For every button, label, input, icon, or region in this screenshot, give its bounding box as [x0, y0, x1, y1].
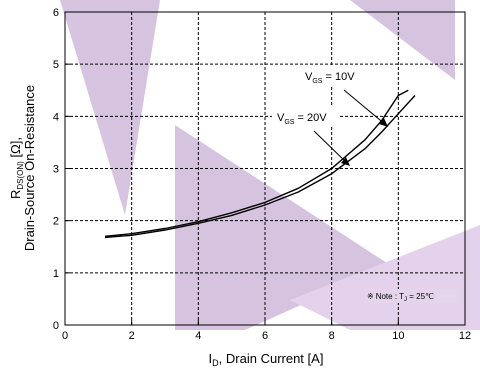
y-tick-label: 6 [53, 7, 59, 19]
y-tick-label: 5 [53, 59, 59, 71]
annotation-vgs-10v: VGS = 10V [300, 66, 388, 127]
x-tick-label: 10 [392, 330, 404, 342]
y-tick-label: 4 [53, 111, 59, 123]
annotation-arrow-20v [313, 130, 349, 165]
series-lines [104, 89, 416, 239]
y-tick-label: 1 [53, 268, 59, 280]
annotation-vgs-20v: VGS = 20V [272, 107, 350, 166]
grid [65, 12, 465, 325]
note: ※ Note : TJ = 25℃ [365, 289, 460, 303]
y-axis-title-line2: Drain-Source On-Resistance [22, 85, 37, 251]
x-tick-label: 4 [195, 330, 201, 342]
svg-text:VGS = 20V: VGS = 20V [277, 112, 327, 126]
series-line-1 [104, 95, 416, 239]
x-tick-label: 0 [62, 330, 68, 342]
svg-text:※Note : TJ = 25℃: ※ Note : TJ = 25℃ [367, 292, 434, 303]
x-tick-label: 6 [262, 330, 268, 342]
series-line-0 [104, 89, 409, 237]
watermark [60, 0, 480, 330]
y-axis-title-line1: RDS(ON) [Ω], [8, 137, 25, 199]
x-tick-label: 8 [329, 330, 335, 342]
x-tick-label: 2 [129, 330, 135, 342]
x-tick-labels: 0 2 4 6 8 10 12 [62, 330, 471, 342]
y-axis-title: RDS(ON) [Ω], Drain-Source On-Resistance [8, 85, 37, 251]
y-tick-labels: 0 1 2 3 4 5 6 [53, 7, 59, 332]
y-tick-label: 2 [53, 216, 59, 228]
svg-text:VGS = 10V: VGS = 10V [305, 71, 355, 85]
y-tick-label: 3 [53, 164, 59, 176]
x-axis-title: ID, Drain Current [A] [209, 351, 324, 368]
annotation-arrow-10v [343, 89, 387, 126]
tick-marks [64, 11, 466, 326]
y-tick-label: 0 [53, 320, 59, 332]
x-tick-label: 12 [459, 330, 471, 342]
